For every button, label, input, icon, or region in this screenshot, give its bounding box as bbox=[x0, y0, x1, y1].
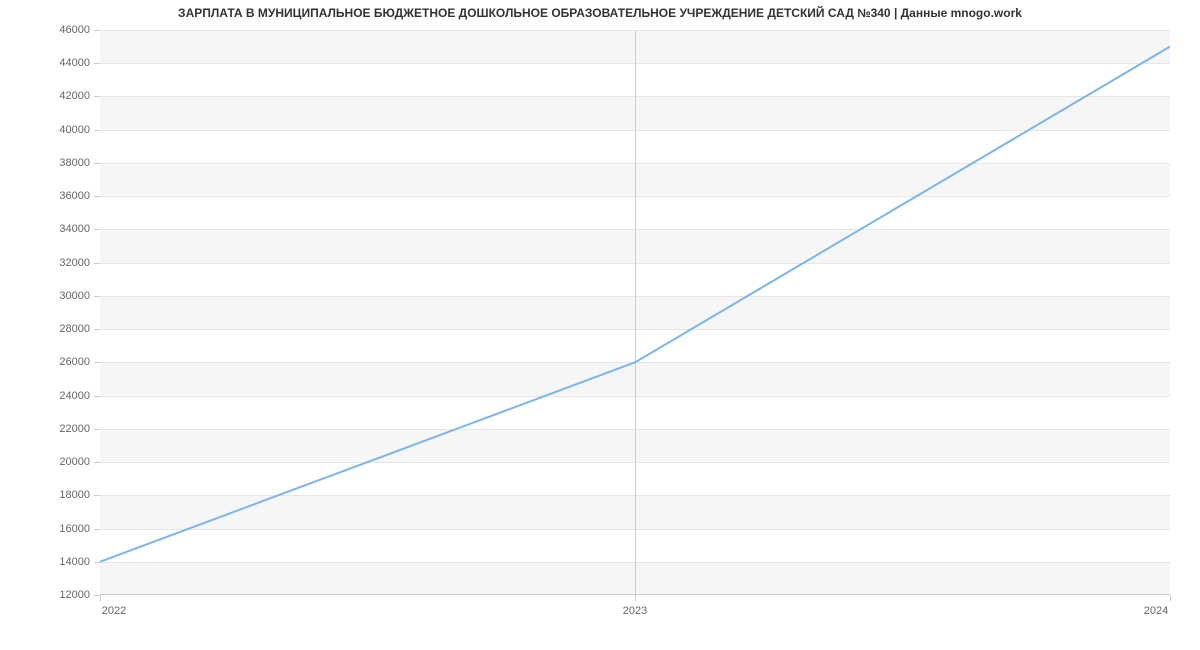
y-tick-label: 44000 bbox=[40, 57, 90, 69]
y-tick-label: 38000 bbox=[40, 157, 90, 169]
y-tick-label: 14000 bbox=[40, 556, 90, 568]
x-tick bbox=[1170, 595, 1171, 601]
plot-area: 1200014000160001800020000220002400026000… bbox=[100, 30, 1170, 595]
x-tick-label: 2022 bbox=[102, 605, 126, 617]
y-tick-label: 34000 bbox=[40, 223, 90, 235]
y-tick-label: 22000 bbox=[40, 423, 90, 435]
series-line-salary bbox=[100, 47, 1170, 562]
y-tick-label: 28000 bbox=[40, 323, 90, 335]
y-tick-label: 46000 bbox=[40, 24, 90, 36]
x-tick bbox=[100, 595, 101, 601]
y-tick-label: 18000 bbox=[40, 489, 90, 501]
y-tick-label: 24000 bbox=[40, 390, 90, 402]
y-tick-label: 32000 bbox=[40, 257, 90, 269]
y-tick-label: 12000 bbox=[40, 589, 90, 601]
y-tick-label: 40000 bbox=[40, 124, 90, 136]
x-tick-label: 2024 bbox=[1144, 605, 1168, 617]
y-tick-label: 30000 bbox=[40, 290, 90, 302]
x-tick-label: 2023 bbox=[623, 605, 647, 617]
y-tick-label: 42000 bbox=[40, 90, 90, 102]
x-tick bbox=[635, 595, 636, 601]
y-tick-label: 16000 bbox=[40, 523, 90, 535]
y-tick-label: 36000 bbox=[40, 190, 90, 202]
y-tick-label: 20000 bbox=[40, 456, 90, 468]
chart-container: ЗАРПЛАТА В МУНИЦИПАЛЬНОЕ БЮДЖЕТНОЕ ДОШКО… bbox=[0, 0, 1200, 650]
series-svg bbox=[100, 30, 1170, 595]
y-tick-label: 26000 bbox=[40, 356, 90, 368]
chart-title: ЗАРПЛАТА В МУНИЦИПАЛЬНОЕ БЮДЖЕТНОЕ ДОШКО… bbox=[0, 6, 1200, 20]
